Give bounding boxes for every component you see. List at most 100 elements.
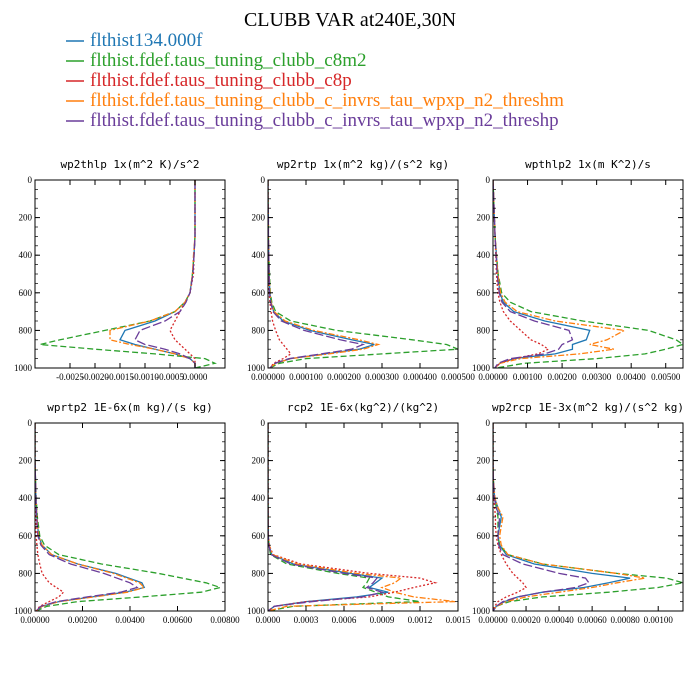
y-tick-label: 600 [19,288,33,298]
y-tick-label: 0 [28,418,33,428]
x-tick-label: 0.000000 [251,372,285,382]
legend-entry: flthist.fdef.taus_tuning_clubb_c_invrs_t… [90,110,559,131]
y-tick-label: 200 [19,456,33,466]
chart-panel: wpthlp2 1x(m K^2)/s020040060080010000.00… [472,158,684,382]
chart-panel: rcp2 1E-6x(kg^2)/(kg^2) 0 200 400 600 800 1000… [247,401,471,625]
y-tick-label: 600 [19,531,33,541]
x-tick-label: 0.00500 [651,372,681,382]
series-line [493,180,574,368]
legend-entry: flthist134.000f [90,30,203,51]
series-line [39,180,217,368]
x-tick-label: 0.00400 [617,372,647,382]
x-tick-label: 0.0000 [183,372,208,382]
x-tick-label: 0.000200 [327,372,361,382]
panel-title: wp2rtp 1x(m^2 kg)/(s^2 kg) [277,158,449,171]
panel-title: rcp2 1E-6x(kg^2)/(kg^2) [287,401,439,414]
series-line [493,423,646,611]
y-tick-label: 400 [19,493,33,503]
x-tick-label: 0.000400 [403,372,437,382]
series-line [268,423,456,611]
series-line [268,180,292,368]
y-tick-label: 800 [477,568,491,578]
x-tick-label: 0.00600 [163,615,193,625]
y-tick-label: 200 [477,456,491,466]
series-line [134,180,196,368]
chart-panel: wprtp2 1E-6x(m kg)/(s kg) 0 200 400 600 800 10… [14,401,240,625]
series-line [493,423,631,611]
x-tick-label: 0.0012 [408,615,433,625]
series-line [493,180,550,368]
y-tick-label: 0 [261,175,266,185]
y-tick-label: 400 [252,493,266,503]
x-tick-label: 0.00100 [644,615,674,625]
chart-panel: wp2rtp 1x(m^2 kg)/(s^2 kg) 0 200 400 600 800 1… [247,158,475,382]
y-tick-label: 200 [252,213,266,223]
x-tick-label: 0.00000 [478,372,508,382]
y-tick-label: 800 [477,325,491,335]
y-tick-label: 200 [19,213,33,223]
y-tick-label: 800 [19,568,33,578]
y-tick-label: 1000 [472,363,491,373]
plot-frame [492,179,684,369]
legend-entry: flthist.fdef.taus_tuning_clubb_c8p [90,70,352,91]
chart-panel: wp2thlp 1x(m^2 K)/s^2 0 200 400 600 800 1000 -0… [14,158,226,382]
series-line [268,423,385,611]
y-tick-label: 600 [477,531,491,541]
series-line [35,423,139,611]
x-tick-label: 0.000100 [289,372,323,382]
x-tick-label: 0.00000 [20,615,50,625]
x-tick-label: 0.0000 [256,615,281,625]
series-line [493,423,590,611]
panel-title: wpthlp2 1x(m K^2)/s [525,158,651,171]
x-tick-label: 0.00020 [511,615,541,625]
y-tick-label: 800 [19,325,33,335]
legend-entry: flthist.fdef.taus_tuning_clubb_c8m2 [90,50,367,71]
x-tick-label: 0.00800 [210,615,240,625]
x-tick-label: -0.0005 [156,372,184,382]
x-tick-label: 0.00000 [478,615,508,625]
series-line [109,180,196,368]
x-tick-label: 0.00100 [513,372,543,382]
plot-frame [267,422,459,612]
series-line [35,423,223,611]
x-tick-label: 0.0015 [446,615,471,625]
series-line [119,180,196,368]
series-line [493,180,627,368]
panel-title: wp2thlp 1x(m^2 K)/s^2 [60,158,199,171]
plot-frame [492,422,684,612]
series-line [35,423,146,611]
y-tick-label: 0 [486,418,491,428]
x-tick-label: 0.000500 [441,372,475,382]
x-tick-label: -0.0010 [131,372,159,382]
y-tick-label: 200 [477,213,491,223]
figure-title: CLUBB VAR at240E,30N [244,9,456,31]
x-tick-label: 0.00080 [611,615,641,625]
y-tick-label: 800 [252,325,266,335]
series-line [268,423,389,611]
panel-title: wp2rcp 1E-3x(m^2 kg)/(s^2 kg) [492,401,684,414]
chart-panel: wp2rcp 1E-3x(m^2 kg)/(s^2 kg)0 200 400 600 8… [472,401,684,625]
series-line [268,180,458,368]
x-tick-label: 0.0003 [294,615,319,625]
series-line [268,180,381,368]
plot-frame [34,179,226,369]
x-tick-label: -0.0020 [81,372,109,382]
y-tick-label: 400 [477,493,491,503]
y-tick-label: 800 [252,568,266,578]
x-tick-label: 0.00200 [68,615,98,625]
y-tick-label: 1000 [14,363,33,373]
y-tick-label: 1000 [247,606,266,616]
series-line [493,423,527,611]
series-line [493,423,683,611]
x-tick-label: 0.00400 [115,615,145,625]
plot-frame [267,179,459,369]
y-tick-label: 0 [28,175,33,185]
series-line [268,423,421,611]
x-tick-label: 0.00060 [578,615,608,625]
series-line [35,423,146,611]
series-line [169,180,196,368]
x-tick-label: 0.000300 [365,372,399,382]
x-tick-label: 0.0009 [370,615,395,625]
series-line [493,180,591,368]
